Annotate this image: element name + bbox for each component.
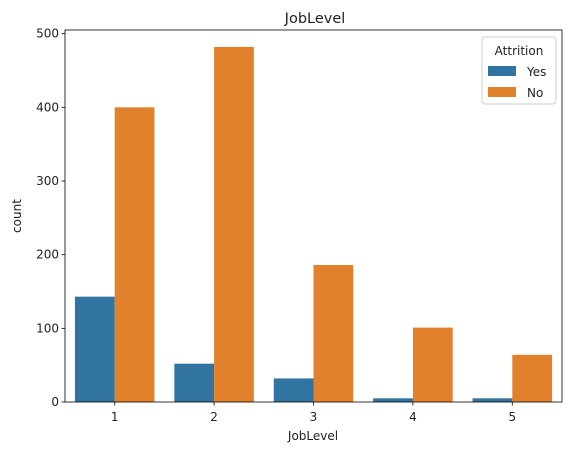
x-tick-label-3: 3 xyxy=(310,410,318,424)
x-axis-title: JobLevel xyxy=(287,429,338,443)
bar-yes-level-5 xyxy=(472,398,513,402)
legend-swatch-no xyxy=(488,87,516,97)
y-tick-label-400: 400 xyxy=(36,100,59,114)
y-axis-title: count xyxy=(10,199,24,233)
bar-no-level-3 xyxy=(313,264,354,402)
x-tick-label-1: 1 xyxy=(111,410,119,424)
legend-label-no: No xyxy=(527,86,543,100)
chart-title: JobLevel xyxy=(284,11,346,27)
y-tick-label-300: 300 xyxy=(36,174,59,188)
bar-no-level-1 xyxy=(114,107,155,403)
x-tick-label-2: 2 xyxy=(210,410,218,424)
x-tick-label-4: 4 xyxy=(409,410,417,424)
x-tick-label-5: 5 xyxy=(508,410,516,424)
y-tick-label-200: 200 xyxy=(36,248,59,262)
plot-frame xyxy=(64,29,563,403)
bars-group xyxy=(74,46,553,403)
y-tick-label-500: 500 xyxy=(36,27,59,41)
y-axis: 0 100 200 300 400 500 xyxy=(36,27,65,409)
legend-swatch-yes xyxy=(488,66,516,76)
bar-no-level-4 xyxy=(412,327,453,402)
x-axis: 1 2 3 4 5 xyxy=(111,402,516,424)
legend: Attrition Yes No xyxy=(481,36,557,105)
bar-yes-level-3 xyxy=(273,378,314,402)
legend-title: Attrition xyxy=(495,44,544,58)
bar-no-level-5 xyxy=(512,354,553,402)
y-tick-label-0: 0 xyxy=(51,395,59,409)
bar-yes-level-2 xyxy=(174,363,215,402)
bar-yes-level-4 xyxy=(373,398,413,402)
legend-label-yes: Yes xyxy=(526,65,546,79)
y-tick-label-100: 100 xyxy=(36,321,59,335)
bar-no-level-2 xyxy=(214,46,254,403)
bar-yes-level-1 xyxy=(74,296,115,402)
